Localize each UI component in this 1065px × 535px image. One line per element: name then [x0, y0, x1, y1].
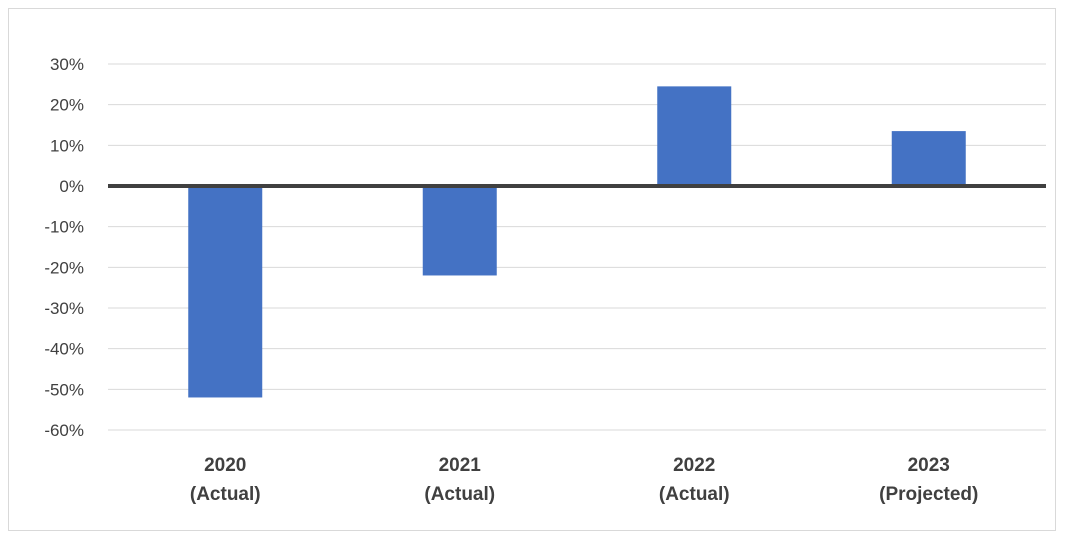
- bar: [657, 86, 732, 186]
- x-tick-label: (Actual): [190, 484, 261, 505]
- bar: [891, 131, 966, 186]
- chart-frame: [8, 8, 1056, 531]
- x-tick-label: 2023: [908, 455, 950, 476]
- bar: [188, 186, 263, 398]
- y-tick-label: -10%: [44, 218, 84, 237]
- y-tick-label: 0%: [59, 177, 84, 196]
- y-tick-label: -60%: [44, 421, 84, 440]
- y-tick-label: -30%: [44, 299, 84, 318]
- y-tick-label: -40%: [44, 340, 84, 359]
- x-tick-label: (Actual): [424, 484, 495, 505]
- y-tick-label: -50%: [44, 380, 84, 399]
- bar: [422, 186, 497, 276]
- x-tick-label: (Actual): [659, 484, 730, 505]
- y-tick-label: 10%: [50, 136, 84, 155]
- x-tick-label: (Projected): [879, 484, 978, 505]
- x-tick-label: 2022: [673, 455, 715, 476]
- x-tick-label: 2020: [204, 455, 246, 476]
- y-tick-label: 30%: [50, 55, 84, 74]
- y-tick-label: 20%: [50, 96, 84, 115]
- x-tick-label: 2021: [439, 455, 482, 476]
- y-tick-label: -20%: [44, 258, 84, 277]
